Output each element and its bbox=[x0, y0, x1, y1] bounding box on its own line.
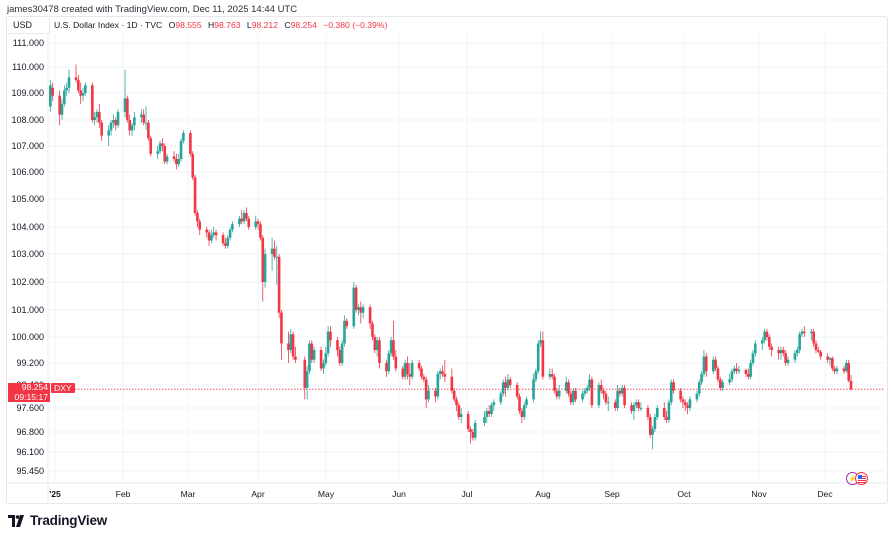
y-tick-label: 110.000 bbox=[12, 62, 44, 72]
currency-label[interactable]: USD bbox=[8, 18, 50, 34]
last-price: 98.254 bbox=[21, 382, 48, 392]
y-tick-label: 109.000 bbox=[11, 88, 44, 98]
symbol-tag: DXY bbox=[51, 383, 75, 393]
y-tick-label: 106.000 bbox=[11, 167, 44, 177]
close-value: 98.254 bbox=[290, 20, 317, 30]
y-tick-label: 101.000 bbox=[11, 305, 44, 315]
open-value: 98.555 bbox=[175, 20, 202, 30]
symbol-description[interactable]: U.S. Dollar Index · 1D · TVC bbox=[54, 20, 163, 30]
x-tick-label: Mar bbox=[181, 489, 196, 499]
y-tick-label: 103.000 bbox=[11, 249, 44, 259]
chart-credit: james30478 created with TradingView.com,… bbox=[7, 4, 298, 15]
x-tick-label: Jun bbox=[392, 489, 406, 499]
y-tick-label: 102.000 bbox=[11, 277, 44, 287]
y-tick-label: 111.000 bbox=[13, 38, 44, 48]
x-axis[interactable]: '25 Feb Mar Apr May Jun Jul Aug Sep Oct Nov Dec bbox=[49, 489, 833, 499]
y-axis[interactable]: 111.000 110.000 109.000 108.000 107.000 106.0… bbox=[11, 38, 44, 476]
brand-name: TradingView bbox=[30, 513, 108, 528]
open-label: O bbox=[168, 20, 176, 30]
high-value: 98.763 bbox=[214, 20, 241, 30]
low-label: L bbox=[246, 20, 252, 30]
low-value: 98.212 bbox=[251, 20, 278, 30]
x-tick-label: Aug bbox=[535, 489, 551, 499]
x-tick-label: Nov bbox=[751, 489, 767, 499]
change-value: −0.380 (−0.39%) bbox=[323, 20, 388, 30]
y-tick-label: 105.000 bbox=[11, 194, 44, 204]
x-tick-label: Sep bbox=[604, 489, 620, 499]
x-tick-label: Oct bbox=[677, 489, 691, 499]
x-tick-label: '25 bbox=[49, 489, 61, 499]
y-tick-label: 100.000 bbox=[11, 332, 44, 342]
last-price-tag: 98.254 09:15:17 bbox=[8, 382, 50, 402]
y-tick-label: 97.600 bbox=[16, 403, 44, 413]
high-label: H bbox=[208, 20, 215, 30]
x-tick-label: Apr bbox=[251, 489, 265, 499]
y-tick-label: 99.200 bbox=[16, 358, 44, 368]
bar-countdown: 09:15:17 bbox=[14, 391, 48, 402]
chart-frame bbox=[6, 16, 888, 504]
x-tick-label: Dec bbox=[817, 489, 833, 499]
tradingview-logo[interactable]: TradingView bbox=[8, 513, 107, 528]
x-tick-label: Jul bbox=[462, 489, 473, 499]
y-tick-label: 96.800 bbox=[16, 427, 44, 437]
x-tick-label: May bbox=[318, 489, 335, 499]
grid bbox=[6, 34, 886, 502]
y-tick-label: 107.000 bbox=[11, 141, 44, 151]
y-tick-label: 108.000 bbox=[11, 115, 44, 125]
us-flag-icon[interactable] bbox=[855, 472, 868, 485]
y-tick-label: 96.100 bbox=[16, 447, 44, 457]
x-tick-label: Feb bbox=[116, 489, 131, 499]
tradingview-logo-icon bbox=[8, 514, 24, 527]
y-tick-label: 104.000 bbox=[11, 222, 44, 232]
close-label: C bbox=[284, 20, 291, 30]
event-badges[interactable]: ⚡ bbox=[846, 472, 868, 485]
symbol-legend: U.S. Dollar Index · 1D · TVC O98.555 H98… bbox=[54, 20, 387, 30]
candles bbox=[49, 64, 853, 450]
y-tick-label: 95.450 bbox=[16, 466, 44, 476]
